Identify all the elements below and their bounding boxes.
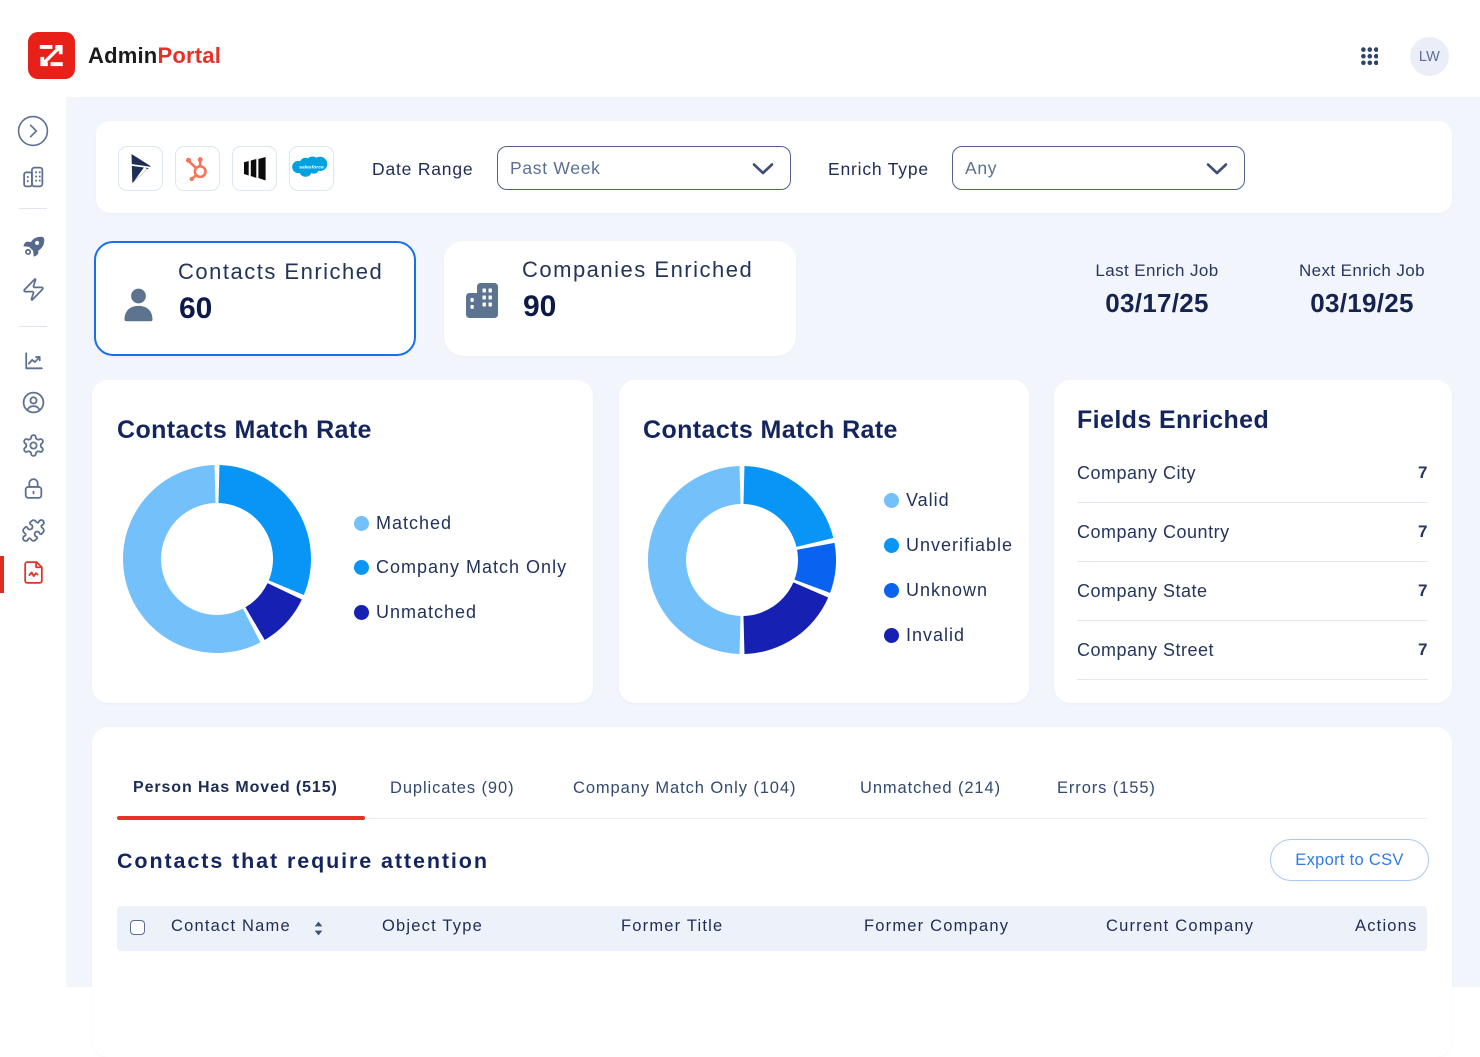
svg-text:salesforce: salesforce [299, 165, 324, 171]
